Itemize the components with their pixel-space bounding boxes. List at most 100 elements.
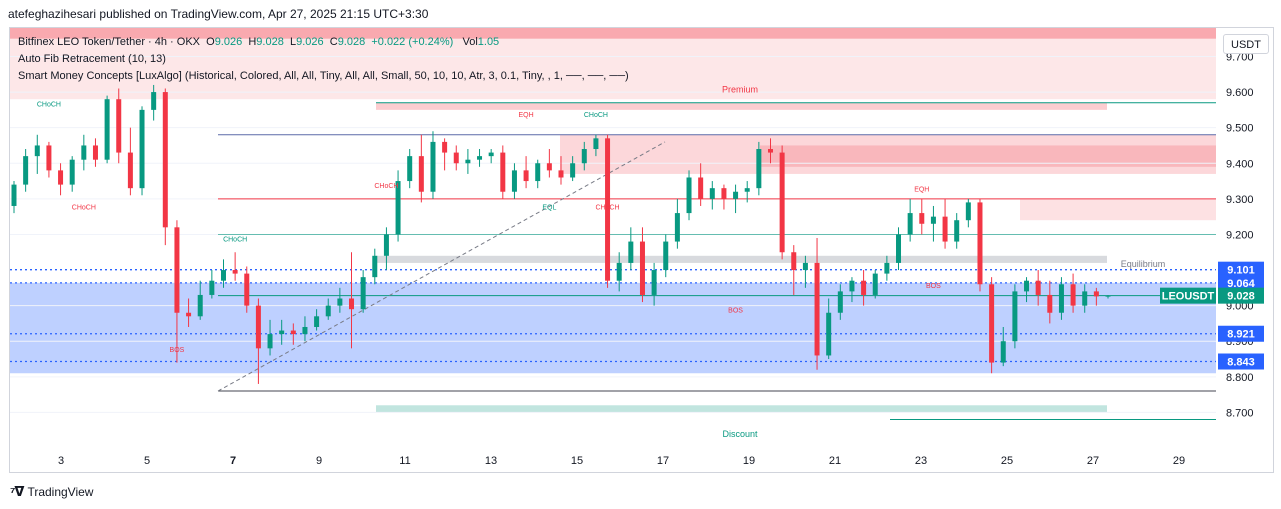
candle-body: [174, 227, 180, 313]
volume-label: Vol: [462, 36, 478, 48]
smc-zones: [10, 28, 1216, 413]
price-tag-bg: [1218, 287, 1264, 304]
candle-body: [127, 152, 133, 189]
candle-body: [989, 284, 995, 363]
candle-body: [558, 170, 564, 178]
price-tag: 9.028: [1218, 287, 1264, 304]
candle-body: [814, 262, 820, 356]
candle-body: [46, 145, 52, 171]
candle-body: [721, 188, 727, 199]
price-tag-bg: [1218, 325, 1264, 342]
time-tick: 21: [829, 455, 841, 467]
time-tick: 3: [58, 455, 64, 467]
supply-block: [560, 134, 1216, 174]
tradingview-logo-icon[interactable]: ⁷ᐁ: [10, 484, 24, 499]
structure-label: EQL: [542, 205, 556, 212]
publisher-header: atefeghazihesari published on TradingVie…: [8, 7, 429, 21]
candle-body: [314, 316, 320, 327]
supply-block: [376, 102, 1107, 110]
time-tick: 27: [1087, 455, 1099, 467]
open-value: 9.026: [214, 36, 243, 48]
candle-body: [709, 188, 715, 199]
time-axis: 3 5 7 9 11 13 15 17 19 21 23 25 27 29: [58, 455, 1185, 467]
price-tag-bg: [1218, 274, 1264, 291]
candle-body: [861, 280, 867, 295]
footer-brand[interactable]: TradingView: [27, 485, 94, 499]
structure-label: CHoCH: [584, 112, 608, 119]
price-tag-text: 8.843: [1227, 357, 1255, 369]
candle-body: [942, 216, 948, 242]
candle-body: [81, 145, 87, 160]
candle-body: [1035, 280, 1041, 295]
price-tag-text: 9.028: [1227, 291, 1255, 303]
candle-body: [977, 202, 983, 285]
candle-body: [186, 312, 192, 317]
price-tag: 9.064: [1218, 274, 1264, 291]
candle-body: [826, 312, 832, 356]
time-tick: 13: [485, 455, 497, 467]
candle-body: [535, 163, 541, 182]
candle-body: [1047, 294, 1053, 313]
low-label: L: [289, 36, 297, 48]
candle-body: [116, 99, 122, 153]
structure-label: CHoCH: [595, 205, 619, 212]
time-tick: 15: [571, 455, 583, 467]
candle-body: [407, 156, 413, 182]
candle-body: [372, 255, 378, 278]
candle-body: [442, 141, 448, 153]
time-tick: 17: [657, 455, 669, 467]
candle-body: [756, 149, 762, 189]
candle-body: [628, 241, 634, 263]
symbol-tag-text: LEOUSDT: [1162, 291, 1215, 303]
high-label: H: [248, 36, 257, 48]
price-tag: 8.843: [1218, 353, 1264, 370]
indicator-fib[interactable]: Auto Fib Retracement (10, 13): [18, 53, 166, 65]
candle-body: [383, 234, 389, 256]
indicator-smc[interactable]: Smart Money Concepts [LuxAlgo] (Historic…: [18, 70, 629, 82]
price-tag-bg: [1218, 261, 1264, 278]
candle-body: [802, 262, 808, 271]
price-tag: 8.921: [1218, 325, 1264, 342]
candle-body: [104, 99, 110, 160]
structure-label: CHoCH: [72, 205, 96, 212]
price-tag: 9.101: [1218, 261, 1264, 278]
price-tick: 9.300: [1226, 194, 1254, 206]
price-tick: 8.800: [1226, 372, 1254, 384]
candle-body: [686, 177, 692, 214]
price-tick: 9.500: [1226, 123, 1254, 135]
candle-body: [674, 213, 680, 242]
candle-body: [1070, 284, 1076, 306]
candle-body: [523, 170, 529, 182]
symbol-name[interactable]: Bitfinex LEO Token/Tether · 4h · OKX: [18, 36, 200, 48]
candle-body: [197, 294, 203, 317]
price-axis: 9.7009.6009.5009.4009.3009.2009.0008.900…: [1160, 51, 1264, 419]
candle-body: [919, 213, 925, 224]
candle-body: [744, 188, 750, 192]
candle-body: [511, 170, 517, 192]
premium-zone: [10, 28, 1216, 100]
candle-body: [1082, 291, 1088, 306]
candle-body: [430, 141, 436, 192]
price-tick: 9.700: [1226, 51, 1254, 63]
candles: [11, 84, 1111, 384]
fib-diagonal-line: [217, 141, 666, 392]
time-tick: 5: [144, 455, 150, 467]
symbol-legend[interactable]: Bitfinex LEO Token/Tether · 4h · OKX O9.…: [18, 36, 499, 48]
candle-body: [896, 234, 902, 263]
chart-frame: [9, 27, 1274, 473]
candle-body: [267, 334, 273, 349]
candle-body: [616, 262, 622, 281]
time-tick: 11: [399, 455, 410, 467]
candle-body: [139, 109, 145, 189]
time-tick: 9: [316, 455, 322, 467]
candle-body: [69, 159, 75, 185]
candle-body: [907, 213, 913, 235]
open-label: O: [206, 36, 215, 48]
candle-body: [954, 220, 960, 242]
close-label: C: [329, 36, 338, 48]
candle-body: [605, 138, 611, 281]
premium-label: Premium: [722, 85, 758, 95]
price-tick: 8.700: [1226, 407, 1254, 419]
currency-button[interactable]: USDT: [1223, 34, 1269, 54]
